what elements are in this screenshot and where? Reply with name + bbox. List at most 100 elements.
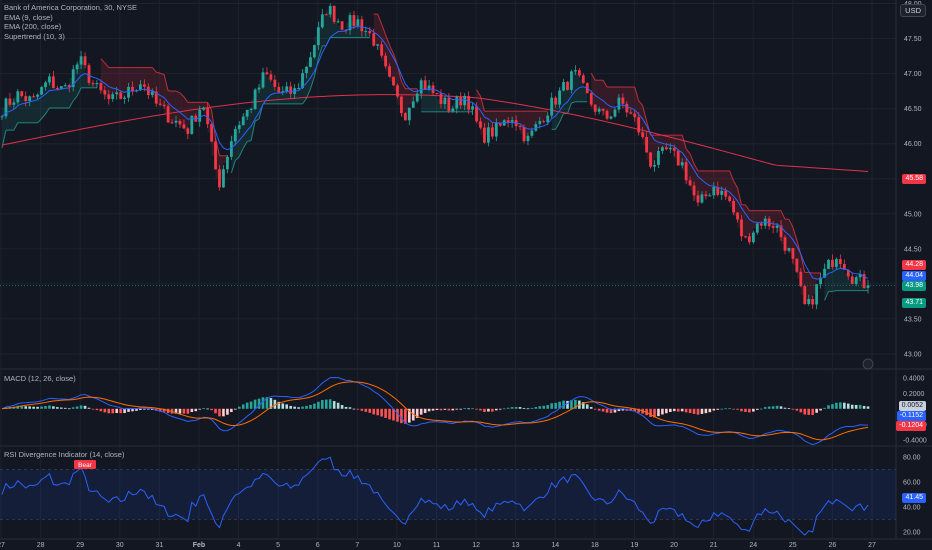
candle-body	[423, 80, 427, 90]
macd-histogram-bar	[839, 402, 842, 409]
macd-histogram-bar	[748, 408, 751, 413]
candle-body	[115, 92, 119, 95]
candle-body	[581, 75, 585, 84]
time-axis-label: 21	[710, 542, 718, 549]
candle-body	[649, 152, 652, 167]
candle-body	[771, 226, 775, 228]
macd-histogram-bar	[775, 405, 779, 409]
candle-body	[95, 83, 99, 85]
currency-button[interactable]: USD	[900, 4, 926, 17]
supertrend-down-fill	[595, 80, 600, 111]
candle-body	[63, 85, 67, 87]
macd-histogram-bar	[866, 406, 870, 409]
macd-histogram-bar	[194, 408, 198, 412]
candle-body	[862, 274, 866, 288]
supertrend-segment	[163, 74, 169, 91]
macd-histogram-bar	[669, 408, 672, 412]
macd-histogram-bar	[562, 400, 565, 409]
macd-histogram-bar	[190, 408, 194, 413]
supertrend-up-fill	[828, 263, 833, 292]
ema200-legend: EMA (200, close)	[4, 22, 62, 31]
candle-body	[83, 56, 87, 66]
macd-tag-macd: -0.1152	[896, 411, 926, 421]
candle-body	[111, 94, 115, 100]
supertrend-segment	[151, 67, 157, 73]
macd-histogram-bar	[135, 408, 138, 411]
supertrend-down-fill	[508, 111, 513, 122]
candle-body	[75, 64, 79, 70]
supertrend-up-fill	[33, 95, 38, 123]
candle-body	[313, 45, 316, 58]
supertrend-down-fill	[120, 67, 125, 99]
supertrend-up-fill	[53, 88, 58, 108]
macd-histogram-bar	[708, 408, 712, 413]
macd-histogram-bar	[597, 408, 601, 411]
supertrend-down-fill	[527, 111, 532, 134]
macd-histogram-bar	[60, 407, 63, 409]
candle-body	[20, 91, 24, 97]
macd-histogram-bar	[720, 408, 724, 410]
macd-histogram-bar	[396, 408, 399, 422]
macd-histogram-bar	[483, 408, 486, 413]
macd-histogram-bar	[261, 397, 265, 409]
macd-histogram-bar	[273, 399, 277, 409]
macd-histogram-bar	[95, 408, 99, 411]
time-axis-label: 19	[631, 542, 639, 549]
supertrend-down-fill	[128, 67, 133, 89]
supertrend-down-fill	[512, 111, 517, 124]
candle-body	[566, 82, 569, 90]
macd-histogram-bar	[230, 408, 233, 413]
candle-body	[146, 86, 150, 96]
price-tag-high: 44.28	[902, 260, 926, 270]
candle-body	[435, 93, 439, 95]
candle-body	[724, 190, 728, 197]
macd-histogram-bar	[324, 399, 328, 409]
macd-histogram-bar	[277, 401, 281, 409]
supertrend-down-fill	[164, 74, 169, 115]
supertrend-up-fill	[361, 31, 366, 38]
candle-body	[807, 299, 811, 305]
candle-body	[376, 44, 380, 46]
macd-histogram-bar	[404, 408, 407, 424]
macd-histogram-bar	[534, 407, 538, 409]
candle-body	[831, 259, 834, 267]
supertrend-segment	[13, 122, 19, 131]
macd-histogram-bar	[48, 405, 51, 409]
price-axis-label: 45.00	[904, 211, 922, 218]
macd-histogram-bar	[222, 408, 225, 417]
supertrend-up-fill	[61, 85, 66, 108]
macd-histogram-bar	[285, 404, 289, 409]
supertrend-segment	[175, 90, 181, 94]
supertrend-segment	[247, 139, 252, 142]
supertrend-segment	[824, 291, 829, 301]
price-tag-last: 43.98	[902, 281, 926, 291]
candle-body	[490, 127, 494, 137]
macd-histogram-bar	[605, 408, 609, 413]
macd-histogram-bar	[756, 408, 759, 410]
supertrend-down-fill	[140, 67, 145, 86]
macd-histogram-bar	[582, 402, 585, 409]
time-axis-label: 20	[670, 542, 678, 549]
candle-body	[795, 258, 799, 272]
macd-histogram-bar	[210, 408, 213, 411]
candle-body	[811, 299, 815, 305]
macd-histogram-bar	[653, 408, 656, 418]
macd-histogram-bar	[744, 408, 747, 412]
supertrend-up-fill	[45, 79, 50, 114]
macd-histogram-bar	[657, 408, 660, 417]
candle-body	[419, 80, 423, 94]
supertrend-segment	[215, 137, 220, 156]
supertrend-down-fill	[132, 67, 137, 91]
candle-body	[696, 195, 700, 203]
supertrend-down-fill	[705, 170, 710, 196]
macd-histogram-bar	[107, 408, 111, 414]
macd-histogram-bar	[376, 408, 379, 416]
replay-icon	[862, 358, 874, 370]
supertrend-segment	[559, 113, 564, 123]
bear-label: Bear	[78, 462, 93, 469]
macd-histogram-bar	[226, 408, 229, 415]
macd-histogram-bar	[542, 405, 546, 409]
macd-histogram-bar	[131, 408, 134, 412]
candle-body	[372, 33, 376, 46]
